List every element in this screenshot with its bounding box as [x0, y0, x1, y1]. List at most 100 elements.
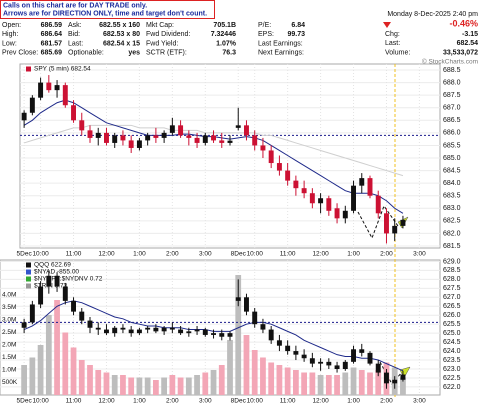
candle-body	[351, 185, 356, 211]
x-tick-label: 10:00	[247, 398, 264, 405]
y-tick-label: 624.0	[443, 348, 461, 355]
legend-label: QQQ 622.69	[34, 262, 71, 269]
x-tick-label: 3:00	[199, 398, 212, 405]
candle-body	[392, 225, 398, 234]
quote-value: 33,533,072	[443, 49, 478, 56]
quote-label: High:	[2, 31, 18, 38]
volume-bar	[120, 375, 126, 395]
x-tick-label: 12:00	[312, 398, 329, 405]
candle-body	[235, 125, 241, 128]
x-tick-label: 2:00	[166, 251, 179, 258]
x-tick-label: 3:00	[199, 251, 212, 258]
candle-body	[95, 327, 101, 330]
candle-body	[54, 85, 60, 91]
y-tick-label: 622.0	[443, 384, 461, 391]
quote-value: 686.64	[41, 31, 63, 38]
candle-body	[169, 327, 175, 330]
x-tick-label: 1:00	[347, 251, 360, 258]
volume-bar	[334, 375, 340, 395]
volume-bar	[62, 332, 69, 395]
y-tick-label: 684.5	[443, 167, 461, 174]
legend-label: $NYUPV:$NYDNV 0.72	[34, 276, 103, 283]
candle-body	[211, 135, 216, 141]
candle-body	[194, 329, 200, 332]
candle-body	[71, 300, 76, 312]
quote-value: 6.84	[291, 22, 305, 29]
candle-body	[202, 135, 208, 143]
volume-bar	[128, 377, 135, 395]
candle-body	[326, 361, 332, 366]
quote-value: 686.59	[41, 22, 63, 29]
y2-tick-label: 4.0M	[2, 292, 16, 299]
candle-body	[186, 135, 192, 138]
volume-bar	[111, 375, 118, 395]
quote-label: Ask:	[68, 22, 82, 29]
candle-body	[326, 198, 332, 211]
volume-bar	[29, 357, 36, 395]
y-tick-label: 627.0	[443, 294, 461, 301]
candle-body	[79, 311, 85, 321]
y2-tick-label: 2.5M	[2, 329, 16, 336]
quote-label: Fwd Dividend:	[146, 31, 190, 38]
volume-bar	[358, 370, 365, 395]
direction-arrow	[357, 204, 399, 240]
y-tick-label: 686.5	[443, 117, 461, 124]
volume-bar	[21, 365, 27, 395]
candle-body	[276, 163, 282, 171]
candle-body	[252, 311, 258, 325]
candle-body	[120, 135, 126, 141]
volume-bar	[342, 372, 349, 395]
y-tick-label: 626.0	[443, 312, 461, 319]
x-tick-label: 10:00	[247, 251, 264, 258]
candle-body	[252, 135, 258, 146]
legend-swatch	[26, 276, 31, 282]
legend-swatch	[26, 66, 31, 72]
volume-bar	[227, 340, 233, 395]
candle-body	[309, 193, 315, 204]
quote-label: Prev Close:	[2, 50, 38, 57]
volume-bar	[235, 275, 242, 395]
x-tick-label: 8Dec	[231, 251, 247, 258]
volume-bar	[87, 365, 93, 395]
quote-label: Mkt Cap:	[146, 22, 174, 29]
y-tick-label: 688.0	[443, 79, 461, 86]
volume-bar	[202, 372, 209, 395]
x-tick-label: 8Dec	[231, 398, 247, 405]
x-tick-label: 1:00	[133, 251, 146, 258]
volume-bar	[161, 377, 167, 395]
quote-value: yes	[128, 50, 140, 57]
candle-body	[29, 97, 35, 113]
candle-body	[120, 327, 126, 330]
quote-value: 7.32446	[211, 31, 236, 38]
candle-body	[46, 275, 52, 287]
x-tick-label: 11:00	[280, 251, 296, 258]
candle-body	[161, 132, 167, 138]
volume-bar	[251, 350, 258, 395]
notice-box	[0, 0, 215, 19]
legend-swatch	[26, 283, 31, 289]
y-tick-label: 624.5	[443, 339, 461, 346]
x-tick-label: 10:00	[32, 398, 49, 405]
quote-label: Optionable:	[68, 50, 104, 57]
x-tick-label: 11:00	[66, 251, 82, 258]
candle-body	[21, 112, 27, 121]
volume-bar	[144, 377, 151, 395]
candle-body	[227, 333, 233, 337]
y-tick-label: 686.0	[443, 130, 461, 137]
quote-label: Chg:	[385, 31, 400, 38]
x-tick-label: 2:00	[380, 251, 393, 258]
candle-body	[351, 349, 356, 362]
y-tick-label: 682.5	[443, 218, 461, 225]
x-tick-label: 5Dec	[17, 251, 33, 258]
y2-tick-label: 2.0M	[2, 342, 16, 349]
legend-label: SPY (5 min) 682.54	[34, 66, 91, 73]
quote-label: Next Earnings:	[258, 50, 304, 57]
candle-body	[128, 140, 134, 148]
y-tick-label: 625.0	[443, 330, 461, 337]
candle-body	[87, 130, 93, 138]
candle-body	[384, 213, 389, 234]
volume-bar	[268, 362, 275, 395]
x-tick-label: 12:00	[98, 251, 115, 258]
candle-body	[169, 125, 175, 133]
candle-body	[136, 140, 142, 148]
